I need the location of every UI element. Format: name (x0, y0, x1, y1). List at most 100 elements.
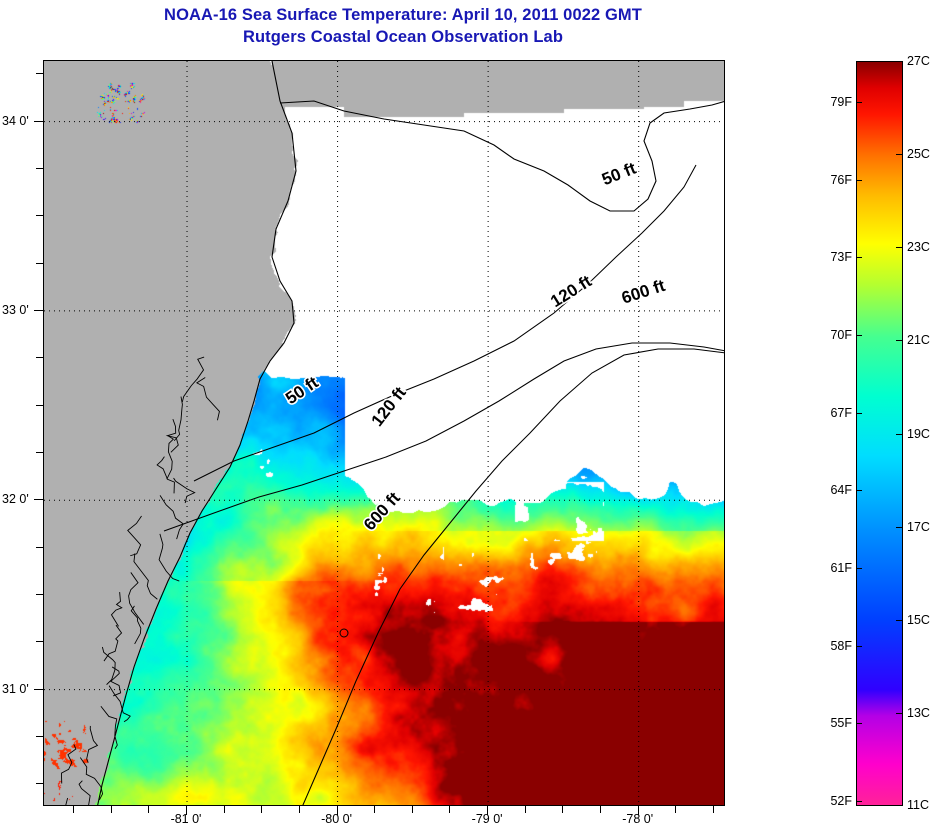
colorbar-label-fahrenheit: 70F (830, 328, 852, 343)
coastal-detail-line (133, 553, 158, 600)
x-axis-minor-tick (600, 806, 602, 813)
y-axis-minor-tick (36, 73, 43, 75)
coastal-detail-line (165, 418, 179, 453)
contour-label: 120 ft (368, 383, 411, 430)
y-axis-label: 32 0' (2, 492, 29, 507)
coastal-detail-line (166, 435, 175, 480)
x-axis-minor-tick (223, 806, 225, 813)
x-axis-tick (487, 806, 489, 815)
x-axis-minor-tick (374, 806, 376, 813)
colorbar-label-fahrenheit: 67F (830, 406, 852, 420)
contour-label-group: 120 ft (546, 270, 597, 313)
sst-map-plot: 50 ft 120 ft 600 ft 50 ft 120 ft 600 ft (43, 60, 725, 806)
coastal-detail-line (158, 533, 180, 582)
contour-label-group: 600 ft (358, 487, 405, 536)
contour-label-group: 600 ft (618, 274, 670, 309)
station-marker (339, 628, 349, 638)
colorbar-label-fahrenheit: 55F (830, 716, 852, 731)
colorbar-label-celsius: 21C (907, 333, 930, 348)
y-axis-label: 34 0' (2, 113, 29, 128)
colorbar-tick-c (896, 340, 902, 342)
x-axis-label: -80 0' (321, 812, 353, 826)
coastal-detail-line (86, 725, 99, 763)
x-axis-label: -79 0' (471, 812, 503, 826)
colorbar-label-celsius: 19C (907, 426, 930, 441)
x-axis-minor-tick (712, 806, 714, 813)
y-axis-tick (34, 688, 43, 690)
coastal-detail-line (173, 396, 183, 442)
y-axis-minor-tick (36, 546, 43, 548)
colorbar-label-fahrenheit: 52F (830, 793, 852, 808)
coastal-detail-line (110, 592, 123, 627)
contour-label-group: 50 ft (598, 157, 641, 191)
colorbar-gradient (857, 62, 902, 805)
coastal-detail-line (110, 666, 122, 697)
colorbar-label-celsius: 17C (907, 519, 930, 534)
chart-title-block: NOAA-16 Sea Surface Temperature: April 1… (0, 4, 806, 48)
colorbar-label-celsius: 15C (907, 612, 930, 627)
temperature-colorbar (856, 61, 903, 806)
x-axis-tick (637, 806, 639, 815)
coastal-detail-line (60, 744, 77, 784)
x-axis-minor-tick (73, 806, 75, 813)
coastal-detail-line (101, 646, 116, 685)
x-axis-minor-tick (449, 806, 451, 813)
y-axis-tick (34, 309, 43, 311)
coastal-detail-line (65, 797, 69, 805)
contour-label-group: 120 ft (366, 381, 412, 431)
page-title: NOAA-16 Sea Surface Temperature: April 1… (164, 6, 642, 24)
x-axis-minor-tick (675, 806, 677, 813)
colorbar-tick-f (856, 180, 862, 182)
x-axis-minor-tick (411, 806, 413, 813)
colorbar-tick-f (856, 413, 862, 414)
y-axis-label: 33 0' (2, 302, 29, 317)
contour-label-group: 50 ft (281, 371, 324, 410)
coastal-detail-line (78, 780, 91, 805)
y-axis-minor-tick (36, 641, 43, 643)
contour-label: 120 ft (547, 271, 595, 311)
colorbar-tick-f (856, 800, 862, 802)
x-axis-tick (336, 806, 338, 815)
colorbar-tick-f (856, 335, 862, 337)
contour-label: 50 ft (599, 158, 639, 189)
y-axis-tick (34, 120, 43, 122)
colorbar-label-fahrenheit: 64F (830, 483, 852, 498)
colorbar-tick-c (896, 247, 902, 249)
sst-heatmap-canvas (44, 61, 724, 805)
colorbar-tick-f (856, 645, 862, 647)
colorbar-tick-f (856, 723, 862, 725)
colorbar-label-fahrenheit: 76F (830, 173, 852, 188)
x-axis-tick (186, 806, 188, 815)
colorbar-label-celsius: 13C (907, 705, 930, 720)
contour-label: 600 ft (360, 488, 404, 534)
x-axis-minor-tick (298, 806, 300, 813)
y-axis-tick (34, 499, 43, 501)
bathymetry-contour-600ft (302, 348, 724, 805)
colorbar-tick-f (856, 568, 862, 570)
coastal-detail-line (173, 477, 196, 504)
y-axis-minor-tick (36, 404, 43, 406)
colorbar-label-celsius: 25C (907, 147, 930, 162)
bathymetry-contour-50ft (193, 164, 697, 482)
coastline (97, 61, 297, 805)
coastline-north (279, 100, 724, 212)
coastal-detail-line (103, 624, 123, 662)
y-axis-minor-tick (36, 262, 43, 264)
y-axis-minor-tick (36, 451, 43, 453)
colorbar-tick-c (896, 526, 902, 528)
colorbar-tick-f (856, 257, 862, 259)
x-axis-minor-tick (524, 806, 526, 813)
colorbar-label-fahrenheit: 61F (830, 561, 852, 576)
y-axis-label: 31 0' (2, 681, 29, 696)
colorbar-label-fahrenheit: 73F (830, 250, 852, 265)
coastal-detail-line (130, 605, 142, 645)
contour-label: 50 ft (282, 373, 322, 408)
y-axis-minor-tick (36, 357, 43, 359)
x-axis-label: -78 0' (622, 812, 654, 826)
colorbar-tick-f (856, 102, 862, 104)
coastal-detail-line (79, 757, 104, 801)
coastal-detail-line (156, 456, 175, 494)
coastal-detail-line (181, 356, 205, 403)
bathymetry-contour-120ft (163, 342, 724, 532)
colorbar-label-fahrenheit: 58F (830, 638, 852, 653)
